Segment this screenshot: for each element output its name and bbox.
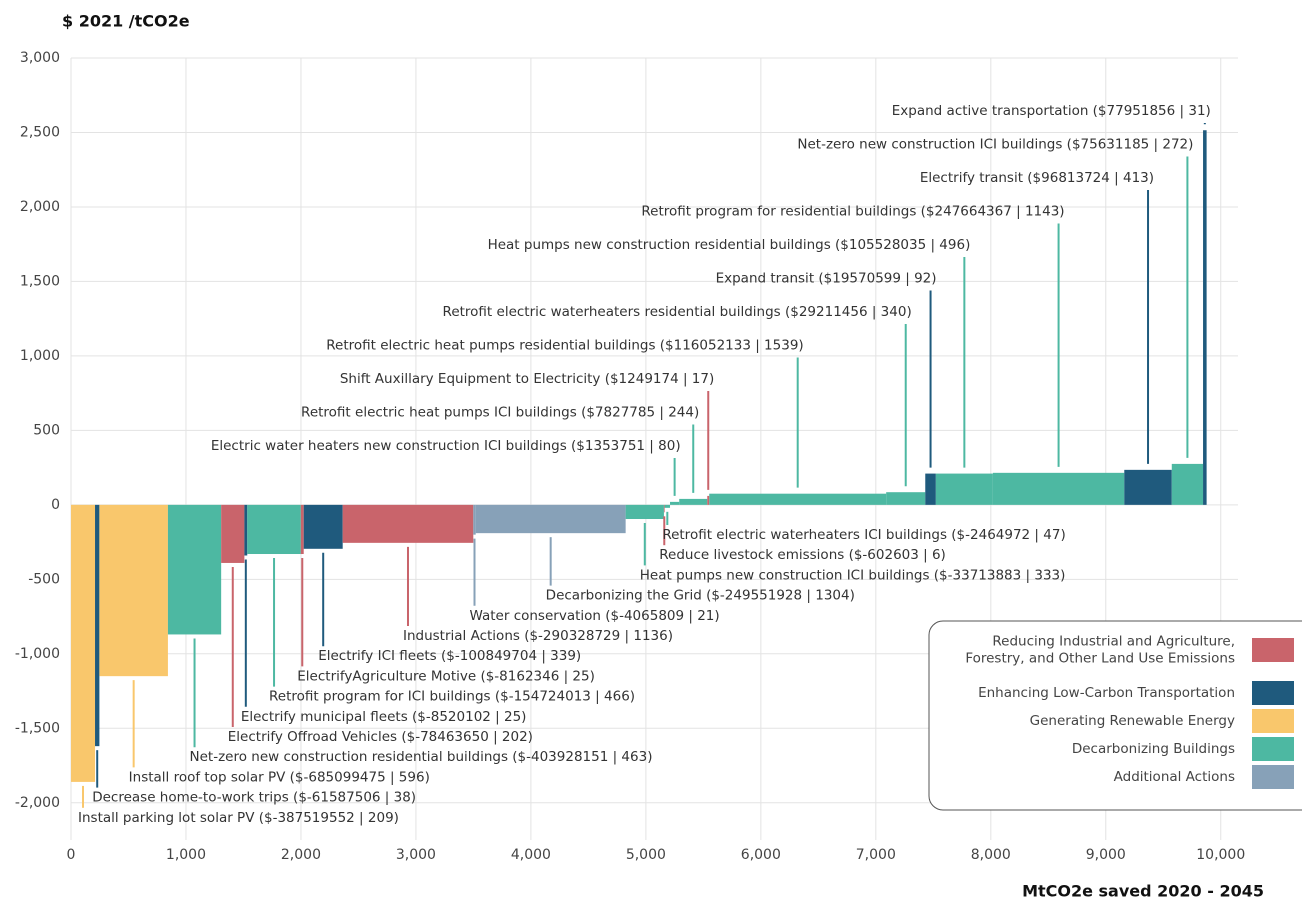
bar-label: Install parking lot solar PV ($-38751955…: [78, 810, 399, 826]
bar-label: Install roof top solar PV ($-685099475 |…: [129, 769, 430, 785]
bar: [663, 504, 665, 513]
x-tick-label: 1,000: [166, 847, 206, 863]
leaders: [82, 123, 1206, 808]
legend-swatch: [1252, 709, 1294, 733]
bar: [1171, 463, 1204, 505]
bar-label: Electrify ICI fleets ($-100849704 | 339): [318, 648, 581, 664]
bar: [992, 472, 1125, 505]
x-tick-label: 8,000: [971, 847, 1011, 863]
x-tick-label: 3,000: [396, 847, 436, 863]
legend-swatch: [1252, 681, 1294, 705]
bar: [707, 495, 710, 505]
bar-label: Decrease home-to-work trips ($-61587506 …: [92, 790, 416, 806]
bars: [71, 130, 1207, 782]
bar: [303, 504, 343, 549]
labels: Install parking lot solar PV ($-38751955…: [78, 103, 1211, 826]
bar-label: Electric water heaters new construction …: [211, 438, 681, 454]
bar: [1124, 469, 1172, 505]
bar: [709, 493, 887, 505]
y-tick-label: 1,500: [20, 273, 60, 289]
bar: [925, 473, 936, 505]
y-axis-title: $ 2021 /tCO2e: [62, 12, 190, 31]
bar-label: Net-zero new construction residential bu…: [190, 749, 653, 765]
bar-label: Heat pumps new construction ICI building…: [640, 567, 1066, 583]
bar-label: ElectrifyAgriculture Motive ($-8162346 |…: [297, 668, 595, 684]
x-axis-title: MtCO2e saved 2020 - 2045: [1022, 882, 1264, 901]
bar-label: Reduce livestock emissions ($-602603 | 6…: [659, 547, 946, 563]
y-tick-label: -500: [28, 571, 60, 587]
legend: Reducing Industrial and Agriculture,Fore…: [928, 620, 1302, 811]
bar-label: Retrofit electric heat pumps residential…: [326, 338, 803, 354]
x-tick-label: 4,000: [511, 847, 551, 863]
bar: [244, 504, 248, 556]
legend-label: Forestry, and Other Land Use Emissions: [965, 651, 1235, 667]
bar-label: Retrofit program for residential buildin…: [641, 204, 1064, 220]
x-tick-label: 0: [67, 847, 76, 863]
bar: [167, 504, 222, 635]
bar: [935, 473, 993, 505]
bar: [71, 504, 96, 782]
y-tick-label: 500: [33, 422, 60, 438]
bar: [247, 504, 301, 555]
bar-label: Shift Auxillary Equipment to Electricity…: [340, 371, 714, 387]
bar-label: Heat pumps new construction residential …: [488, 237, 971, 253]
bar: [625, 504, 664, 520]
bar-label: Net-zero new construction ICI buildings …: [797, 137, 1193, 153]
legend-label: Generating Renewable Energy: [1030, 713, 1235, 729]
bar-label: Decarbonizing the Grid ($-249551928 | 13…: [546, 588, 855, 604]
bar-label: Retrofit electric waterheaters residenti…: [443, 304, 912, 320]
bar: [886, 492, 926, 505]
x-tick-label: 5,000: [626, 847, 666, 863]
x-tick-label: 2,000: [281, 847, 321, 863]
x-tick-label: 6,000: [741, 847, 781, 863]
x-tick-label: 7,000: [856, 847, 896, 863]
bar: [1203, 130, 1207, 505]
y-tick-label: 1,000: [20, 348, 60, 364]
legend-swatch: [1252, 638, 1294, 662]
y-tick-label: -1,000: [15, 646, 60, 662]
bar-label: Retrofit electric heat pumps ICI buildin…: [301, 405, 699, 421]
y-tick-label: -2,000: [15, 795, 60, 811]
y-tick-label: -1,500: [15, 720, 60, 736]
bar-label: Expand transit ($19570599 | 92): [716, 271, 937, 287]
bar: [300, 504, 304, 555]
legend-swatch: [1252, 737, 1294, 761]
x-tick-label: 9,000: [1086, 847, 1126, 863]
x-tick-label: 10,000: [1196, 847, 1245, 863]
y-tick-label: 3,000: [20, 50, 60, 66]
bar: [221, 504, 245, 563]
bar: [679, 498, 708, 505]
bar: [473, 504, 476, 535]
legend-label: Enhancing Low-Carbon Transportation: [978, 685, 1235, 701]
bar-label: Retrofit program for ICI buildings ($-15…: [269, 689, 635, 705]
bar-label: Electrify transit ($96813724 | 413): [920, 170, 1154, 186]
y-tick-label: 2,000: [20, 199, 60, 215]
bar-label: Expand active transportation ($77951856 …: [892, 103, 1211, 119]
legend-box: [928, 620, 1302, 811]
legend-label: Reducing Industrial and Agriculture,: [992, 634, 1235, 650]
bar: [342, 504, 474, 543]
y-tick-label: 2,500: [20, 124, 60, 140]
y-tick-label: 0: [51, 497, 60, 513]
bar-label: Retrofit electric waterheaters ICI build…: [662, 527, 1065, 543]
bar-label: Industrial Actions ($-290328729 | 1136): [403, 628, 673, 644]
bar: [95, 504, 100, 747]
bar: [670, 501, 680, 505]
bar-label: Electrify municipal fleets ($-8520102 | …: [241, 709, 527, 725]
bar-label: Water conservation ($-4065809 | 21): [470, 608, 720, 624]
legend-label: Additional Actions: [1114, 769, 1235, 785]
bar: [475, 504, 626, 534]
bar: [99, 504, 168, 677]
legend-swatch: [1252, 765, 1294, 789]
bar: [664, 504, 671, 508]
legend-label: Decarbonizing Buildings: [1072, 741, 1235, 757]
bar-label: Electrify Offroad Vehicles ($-78463650 |…: [228, 729, 533, 745]
